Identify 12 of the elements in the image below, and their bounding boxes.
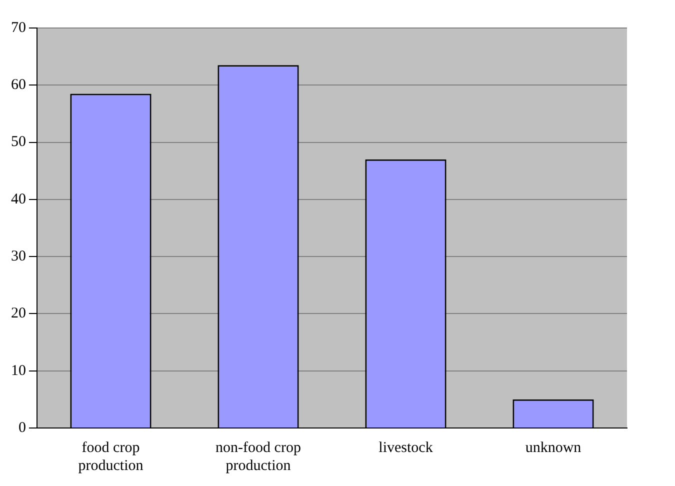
y-tick-label: 30 <box>11 248 26 265</box>
x-tick-label: unknown <box>525 440 582 456</box>
y-tick-label: 20 <box>11 306 26 322</box>
x-tick-label: food crop production <box>78 440 144 474</box>
x-tick-label: non-food crop production <box>216 440 301 474</box>
y-tick-label: 40 <box>11 191 26 208</box>
y-tick-label: 50 <box>11 134 26 150</box>
y-tick-label: 10 <box>11 362 26 379</box>
y-tick-label: 60 <box>11 77 26 94</box>
y-tick-label: 0 <box>18 420 26 436</box>
x-tick-label: livestock <box>378 440 434 456</box>
y-tick-label: 70 <box>11 20 26 36</box>
